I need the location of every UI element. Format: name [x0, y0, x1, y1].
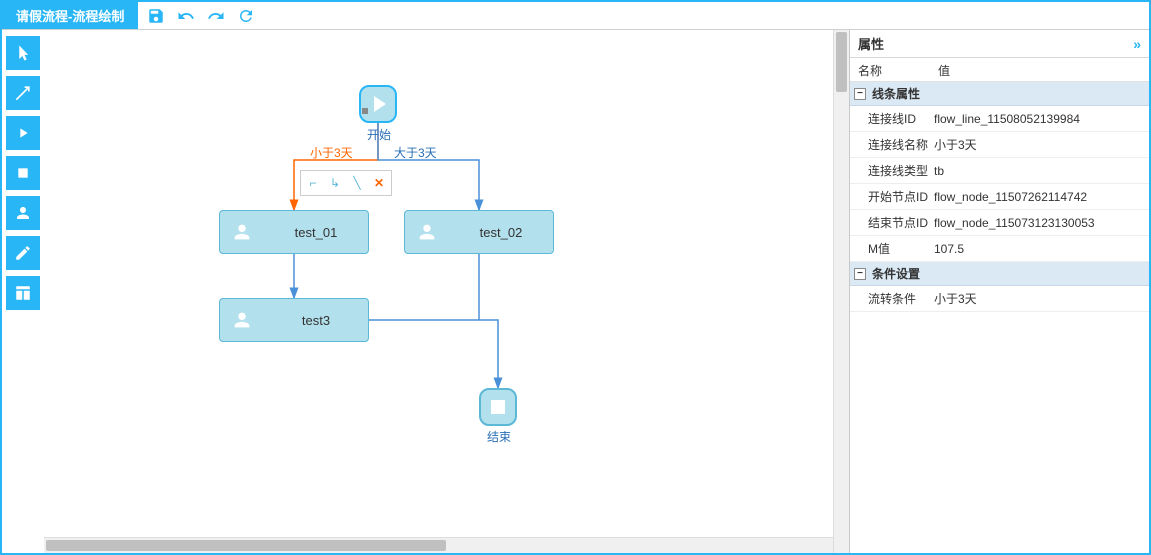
main-area: 开始 test_01 test_02 test3 结束 小于3天 大于3天 ⌐ — [2, 30, 1149, 553]
person-icon — [405, 211, 449, 253]
line-style-3[interactable]: ╲ — [347, 173, 367, 193]
stop-icon — [491, 400, 505, 414]
tool-connector[interactable] — [6, 76, 40, 110]
vertical-scrollbar[interactable] — [833, 30, 849, 553]
property-group-header[interactable]: −线条属性 — [850, 82, 1149, 106]
undo-icon — [177, 7, 195, 25]
toggle-icon[interactable]: − — [854, 88, 866, 100]
edges-layer — [44, 30, 849, 553]
task-node-1[interactable]: test_01 — [219, 210, 369, 254]
group-title: 线条属性 — [872, 85, 920, 102]
start-node-label: 开始 — [364, 126, 394, 143]
play-icon — [15, 125, 31, 141]
end-node-label: 结束 — [484, 428, 514, 445]
property-value[interactable]: 小于3天 — [930, 136, 1149, 153]
property-value[interactable]: 小于3天 — [930, 290, 1149, 307]
property-key: M值 — [850, 240, 930, 257]
property-key: 连接线ID — [850, 110, 930, 127]
toolbar — [138, 2, 256, 29]
task-node-label: test3 — [264, 313, 368, 328]
task-node-2[interactable]: test_02 — [404, 210, 554, 254]
play-icon — [374, 96, 386, 112]
tool-start-node[interactable] — [6, 116, 40, 150]
properties-header: 属性 » — [850, 30, 1149, 58]
property-key: 结束节点ID — [850, 214, 930, 231]
line-style-1[interactable]: ⌐ — [303, 173, 323, 193]
canvas-wrap: 开始 test_01 test_02 test3 结束 小于3天 大于3天 ⌐ — [44, 30, 849, 553]
property-key: 开始节点ID — [850, 188, 930, 205]
person-icon — [14, 204, 32, 222]
property-key: 连接线类型 — [850, 162, 930, 179]
line-toolbar: ⌐ ↳ ╲ ✕ — [300, 170, 392, 196]
selection-handle[interactable] — [362, 108, 368, 114]
task-node-3[interactable]: test3 — [219, 298, 369, 342]
layout-icon — [14, 284, 32, 302]
property-value[interactable]: 107.5 — [930, 242, 1149, 256]
tool-pointer[interactable] — [6, 36, 40, 70]
property-value[interactable]: tb — [930, 164, 1149, 178]
property-row[interactable]: 开始节点IDflow_node_11507262114742 — [850, 184, 1149, 210]
start-node[interactable] — [359, 85, 397, 123]
property-value[interactable]: flow_node_115073123130053 — [930, 216, 1149, 230]
col-name: 名称 — [850, 58, 930, 81]
save-button[interactable] — [146, 6, 166, 26]
property-value[interactable]: flow_node_11507262114742 — [930, 190, 1149, 204]
edge-label-lt3[interactable]: 小于3天 — [310, 144, 353, 161]
properties-columns: 名称 值 — [850, 58, 1149, 82]
tool-edit[interactable] — [6, 236, 40, 270]
properties-title: 属性 — [858, 34, 884, 53]
task-node-label: test_02 — [449, 225, 553, 240]
undo-button[interactable] — [176, 6, 196, 26]
tool-layout[interactable] — [6, 276, 40, 310]
toggle-icon[interactable]: − — [854, 268, 866, 280]
redo-button[interactable] — [206, 6, 226, 26]
tool-task-node[interactable] — [6, 196, 40, 230]
tool-palette — [2, 30, 44, 553]
scroll-thumb[interactable] — [836, 32, 847, 92]
refresh-icon — [237, 7, 255, 25]
property-row[interactable]: M值107.5 — [850, 236, 1149, 262]
edge-label-gt3[interactable]: 大于3天 — [394, 144, 437, 161]
property-row[interactable]: 连接线IDflow_line_11508052139984 — [850, 106, 1149, 132]
properties-panel: 属性 » 名称 值 −线条属性连接线IDflow_line_1150805213… — [849, 30, 1149, 553]
refresh-button[interactable] — [236, 6, 256, 26]
line-style-2[interactable]: ↳ — [325, 173, 345, 193]
save-icon — [147, 7, 165, 25]
property-row[interactable]: 结束节点IDflow_node_115073123130053 — [850, 210, 1149, 236]
line-delete-button[interactable]: ✕ — [369, 173, 389, 193]
redo-icon — [207, 7, 225, 25]
arrow-icon — [13, 83, 33, 103]
edit-icon — [14, 244, 32, 262]
collapse-icon[interactable]: » — [1133, 36, 1141, 52]
property-row[interactable]: 连接线名称小于3天 — [850, 132, 1149, 158]
flow-canvas[interactable]: 开始 test_01 test_02 test3 结束 小于3天 大于3天 ⌐ — [44, 30, 849, 553]
stop-icon — [16, 166, 30, 180]
property-value[interactable]: flow_line_11508052139984 — [930, 112, 1149, 126]
col-value: 值 — [930, 58, 1149, 81]
scroll-thumb[interactable] — [46, 540, 446, 551]
property-row[interactable]: 连接线类型tb — [850, 158, 1149, 184]
person-icon — [220, 299, 264, 341]
person-icon — [220, 211, 264, 253]
properties-body: −线条属性连接线IDflow_line_11508052139984连接线名称小… — [850, 82, 1149, 312]
pointer-icon — [14, 44, 32, 62]
property-key: 流转条件 — [850, 290, 930, 307]
task-node-label: test_01 — [264, 225, 368, 240]
property-group-header[interactable]: −条件设置 — [850, 262, 1149, 286]
group-title: 条件设置 — [872, 265, 920, 282]
edge-t3-end[interactable] — [369, 320, 498, 388]
page-title: 请假流程-流程绘制 — [2, 2, 138, 29]
tool-end-node[interactable] — [6, 156, 40, 190]
top-bar: 请假流程-流程绘制 — [2, 2, 1149, 30]
property-row[interactable]: 流转条件小于3天 — [850, 286, 1149, 312]
end-node[interactable] — [479, 388, 517, 426]
horizontal-scrollbar[interactable] — [44, 537, 833, 553]
property-key: 连接线名称 — [850, 136, 930, 153]
